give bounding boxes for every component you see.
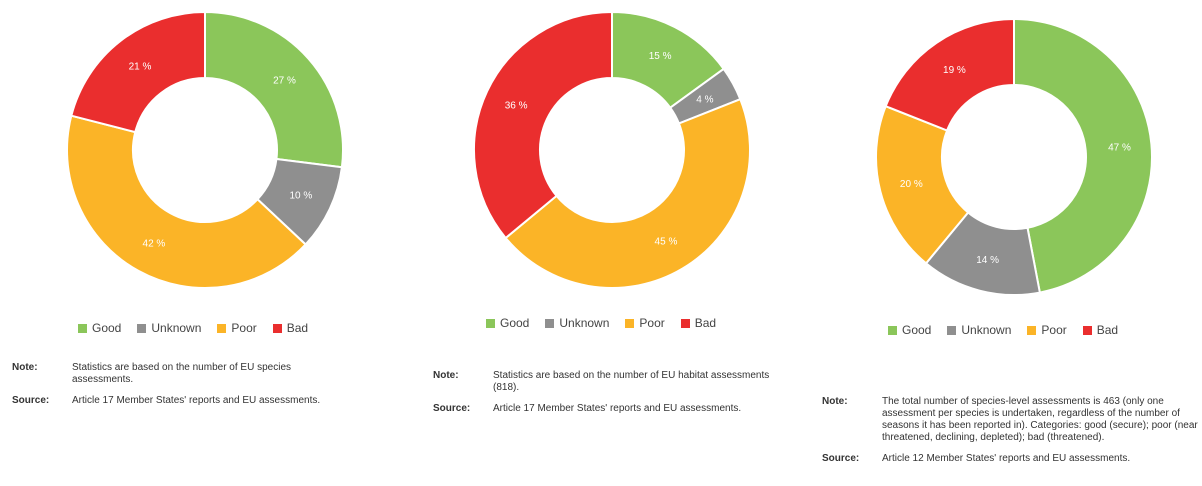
chart-panel-1: 27 % 10 % 42 % 21 % Good Unknown Poor Bad N… bbox=[0, 0, 390, 486]
note-row: Note: Statistics are based on the number… bbox=[12, 362, 352, 386]
slice-value-label-good: 27 % bbox=[273, 75, 296, 86]
legend-swatch-poor bbox=[625, 318, 635, 328]
chart-panel-3: 47 % 14 % 20 % 19 % Good Unknown Poor Bad N… bbox=[810, 0, 1202, 486]
slice-value-label-bad: 21 % bbox=[129, 62, 152, 73]
slice-value-label-good: 47 % bbox=[1108, 143, 1131, 154]
donut-chart-1: 27 % 10 % 42 % 21 % bbox=[66, 10, 344, 289]
source-label: Source: bbox=[822, 453, 860, 464]
note-label: Note: bbox=[433, 370, 459, 381]
legend-swatch-good bbox=[888, 325, 897, 335]
legend-1: Good Unknown Poor Bad bbox=[78, 321, 308, 335]
legend-item-unknown: Unknown bbox=[545, 316, 609, 330]
legend-label-unknown: Unknown bbox=[559, 316, 610, 330]
slice-value-label-good: 15 % bbox=[649, 51, 672, 62]
donut-slice-bad bbox=[884, 17, 1015, 132]
legend-item-poor: Poor bbox=[625, 316, 665, 330]
legend-label-good: Good bbox=[902, 323, 932, 337]
slice-value-label-poor: 45 % bbox=[655, 237, 678, 248]
chart-panel-2: 15 % 4 % 45 % 36 % Good Unknown Poor Bad No… bbox=[390, 0, 810, 486]
legend-item-unknown: Unknown bbox=[137, 321, 201, 335]
source-row: Source: Article 17 Member States' report… bbox=[433, 403, 783, 415]
legend-label-good: Good bbox=[92, 321, 122, 335]
legend-swatch-bad bbox=[680, 318, 690, 328]
legend-label-bad: Bad bbox=[694, 316, 717, 330]
legend-item-bad: Bad bbox=[272, 321, 309, 335]
notes-3: Note: The total number of species-level … bbox=[822, 396, 1198, 474]
note-label: Note: bbox=[822, 396, 848, 407]
legend-2: Good Unknown Poor Bad bbox=[486, 316, 716, 330]
source-text: Article 17 Member States' reports and EU… bbox=[72, 395, 321, 406]
legend-swatch-unknown bbox=[545, 318, 555, 328]
legend-item-bad: Bad bbox=[680, 316, 717, 330]
donut-slice-bad bbox=[473, 10, 613, 240]
legend-label-poor: Poor bbox=[639, 316, 665, 330]
legend-item-good: Good bbox=[78, 321, 121, 335]
legend-label-poor: Poor bbox=[1041, 323, 1067, 337]
legend-swatch-poor bbox=[1027, 325, 1037, 335]
slice-value-label-unknown: 14 % bbox=[976, 255, 999, 266]
note-text: Statistics are based on the number of EU… bbox=[72, 362, 292, 385]
notes-1: Note: Statistics are based on the number… bbox=[12, 362, 352, 416]
notes-2: Note: Statistics are based on the number… bbox=[433, 370, 783, 424]
legend-item-bad: Bad bbox=[1082, 323, 1119, 337]
donut-slice-bad bbox=[70, 10, 206, 134]
legend-label-unknown: Unknown bbox=[151, 321, 202, 335]
source-row: Source: Article 12 Member States' report… bbox=[822, 453, 1198, 465]
donut-slice-poor bbox=[875, 104, 970, 265]
note-label: Note: bbox=[12, 362, 38, 373]
note-text: The total number of species-level assess… bbox=[882, 396, 1198, 443]
donut-slice-poor bbox=[504, 97, 751, 289]
slice-value-label-unknown: 4 % bbox=[696, 94, 713, 105]
donut-slice-good bbox=[204, 10, 344, 169]
legend-item-poor: Poor bbox=[1027, 323, 1067, 337]
donut-slice-poor bbox=[66, 114, 308, 289]
legend-item-good: Good bbox=[486, 316, 529, 330]
donut-chart-3: 47 % 14 % 20 % 19 % bbox=[875, 17, 1153, 296]
legend-swatch-bad bbox=[272, 323, 282, 333]
source-row: Source: Article 17 Member States' report… bbox=[12, 395, 352, 407]
legend-swatch-good bbox=[78, 323, 87, 333]
legend-item-unknown: Unknown bbox=[947, 323, 1011, 337]
legend-swatch-unknown bbox=[137, 323, 147, 333]
legend-swatch-bad bbox=[1082, 325, 1092, 335]
slice-value-label-unknown: 10 % bbox=[290, 191, 313, 202]
note-row: Note: Statistics are based on the number… bbox=[433, 370, 783, 394]
slice-value-label-bad: 36 % bbox=[505, 100, 528, 111]
legend-swatch-unknown bbox=[947, 325, 957, 335]
source-text: Article 17 Member States' reports and EU… bbox=[493, 403, 742, 414]
slice-value-label-poor: 20 % bbox=[900, 179, 923, 190]
legend-item-good: Good bbox=[888, 323, 931, 337]
legend-3: Good Unknown Poor Bad bbox=[888, 323, 1118, 337]
legend-label-good: Good bbox=[500, 316, 530, 330]
slice-value-label-bad: 19 % bbox=[943, 65, 966, 76]
note-row: Note: The total number of species-level … bbox=[822, 396, 1198, 444]
legend-label-unknown: Unknown bbox=[961, 323, 1012, 337]
legend-item-poor: Poor bbox=[217, 321, 257, 335]
note-text: Statistics are based on the number of EU… bbox=[493, 370, 770, 393]
legend-label-bad: Bad bbox=[286, 321, 309, 335]
source-label: Source: bbox=[433, 403, 471, 414]
legend-label-poor: Poor bbox=[231, 321, 257, 335]
legend-label-bad: Bad bbox=[1096, 323, 1119, 337]
donut-slice-good bbox=[1013, 17, 1153, 294]
legend-swatch-poor bbox=[217, 323, 227, 333]
slice-value-label-poor: 42 % bbox=[143, 238, 166, 249]
source-label: Source: bbox=[12, 395, 50, 406]
legend-swatch-good bbox=[486, 318, 495, 328]
source-text: Article 12 Member States' reports and EU… bbox=[882, 453, 1131, 464]
donut-chart-2: 15 % 4 % 45 % 36 % bbox=[473, 10, 751, 289]
